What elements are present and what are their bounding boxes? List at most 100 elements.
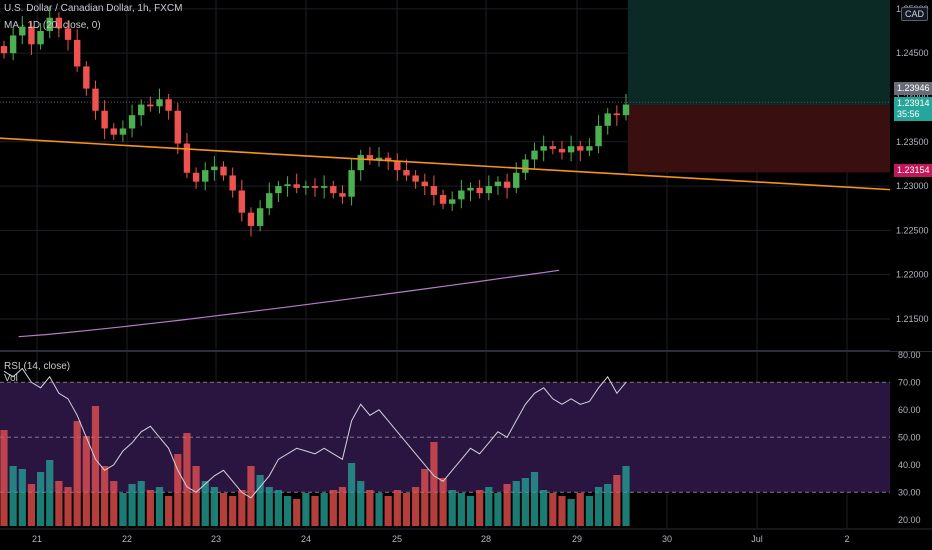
volume-bar bbox=[155, 487, 164, 526]
candle-body bbox=[192, 172, 200, 182]
candle-body bbox=[247, 212, 255, 226]
candle-body bbox=[476, 187, 483, 194]
candle-body bbox=[622, 104, 630, 116]
candle-body bbox=[430, 186, 438, 195]
candle-body bbox=[558, 148, 566, 153]
profit-zone[interactable] bbox=[628, 0, 890, 106]
rsi-pane bbox=[0, 381, 890, 493]
rsi-tick-label: 80.00 bbox=[898, 350, 921, 360]
candle-body bbox=[229, 175, 236, 191]
candle-body bbox=[284, 184, 291, 187]
trendline[interactable] bbox=[0, 137, 891, 191]
time-tick-label: 28 bbox=[481, 534, 491, 544]
candle-body bbox=[0, 46, 8, 54]
volume-bar bbox=[448, 490, 456, 526]
candle-body bbox=[586, 146, 593, 151]
currency-badge[interactable]: CAD bbox=[901, 7, 929, 21]
candle-body bbox=[55, 17, 63, 29]
candle-body bbox=[595, 125, 602, 147]
vol-legend[interactable]: Vol bbox=[4, 373, 18, 384]
volume-bar bbox=[256, 475, 264, 526]
candle-body bbox=[302, 186, 310, 188]
candle-body bbox=[330, 186, 337, 194]
volume-bar bbox=[393, 490, 401, 526]
rsi-tick-label: 70.00 bbox=[898, 377, 921, 387]
volume-bar bbox=[402, 493, 411, 526]
candle-body bbox=[110, 128, 117, 135]
rsi-tick-label: 40.00 bbox=[898, 460, 921, 470]
candle-body bbox=[238, 190, 246, 213]
time-axis[interactable]: 21 22 23 24 25 28 29 30 Jul 2 bbox=[0, 528, 932, 544]
candle-body bbox=[613, 113, 621, 116]
volume-bar bbox=[201, 481, 209, 526]
volume-bar bbox=[558, 496, 566, 526]
volume-bar bbox=[430, 442, 438, 526]
candle-body bbox=[183, 143, 191, 173]
symbol-legend[interactable]: U.S. Dollar / Canadian Dollar, 1h, FXCM bbox=[4, 3, 183, 14]
candlestick-series[interactable] bbox=[0, 7, 630, 237]
volume-bar bbox=[384, 496, 392, 526]
volume-bar bbox=[338, 487, 347, 526]
moving-average-line bbox=[18, 269, 560, 338]
volume-bar bbox=[357, 481, 365, 526]
candle-body bbox=[202, 170, 209, 182]
candle-body bbox=[577, 146, 584, 151]
rsi-tick-label: 20.00 bbox=[898, 515, 921, 525]
candle-body bbox=[503, 181, 511, 188]
candle-body bbox=[256, 208, 264, 226]
loss-zone[interactable] bbox=[628, 105, 890, 173]
candle-body bbox=[513, 172, 520, 188]
candle-body bbox=[211, 166, 218, 171]
volume-bar bbox=[146, 490, 154, 526]
candle-body bbox=[73, 39, 81, 67]
volume-bar bbox=[503, 484, 511, 526]
volume-bar bbox=[622, 466, 630, 526]
rsi-line bbox=[3, 367, 627, 499]
ma-legend[interactable]: MA · 1D (20, close, 0) bbox=[4, 20, 101, 31]
candle-body bbox=[28, 26, 35, 45]
volume-bar bbox=[91, 406, 100, 526]
rsi-tick-label: 50.00 bbox=[898, 432, 921, 442]
candle-body bbox=[403, 170, 410, 176]
candle-body bbox=[138, 104, 145, 116]
volume-bar bbox=[265, 487, 273, 526]
price-tick-label: 1.22500 bbox=[896, 225, 929, 235]
bar-countdown: 35:56 bbox=[897, 109, 920, 119]
volume-bar bbox=[485, 487, 493, 526]
volume-bar bbox=[540, 490, 548, 526]
stop-price-tag: 1.23154 bbox=[894, 164, 932, 177]
price-tick-label: 1.24500 bbox=[896, 48, 929, 58]
volume-bar bbox=[165, 496, 173, 526]
candle-body bbox=[275, 186, 282, 194]
target-price-tag: 1.23946 bbox=[894, 82, 932, 95]
candle-body bbox=[439, 194, 447, 204]
time-tick-label: 2 bbox=[844, 534, 849, 544]
volume-bar bbox=[293, 499, 301, 526]
volume-bar bbox=[412, 487, 420, 526]
volume-bar bbox=[128, 484, 136, 526]
volume-bar bbox=[604, 484, 612, 526]
time-tick-label: 23 bbox=[211, 534, 221, 544]
candle-body bbox=[19, 26, 26, 36]
rsi-tick-label: 30.00 bbox=[898, 487, 921, 497]
time-tick-label: 24 bbox=[301, 534, 311, 544]
volume-bar bbox=[421, 469, 429, 526]
candle-body bbox=[266, 193, 273, 209]
volume-bar bbox=[36, 472, 45, 526]
candle-body bbox=[494, 181, 502, 187]
rsi-legend[interactable]: RSI (14, close) bbox=[4, 361, 71, 372]
rsi-axis[interactable]: 80.00 70.00 60.00 50.00 40.00 30.00 20.00 bbox=[890, 350, 932, 528]
volume-bar bbox=[366, 490, 374, 526]
volume-bar bbox=[55, 481, 63, 526]
candle-body bbox=[449, 199, 456, 204]
volume-bar bbox=[210, 487, 218, 526]
volume-bar bbox=[64, 487, 72, 526]
rsi-tick-label: 60.00 bbox=[898, 405, 921, 415]
volume-bar bbox=[137, 481, 145, 526]
candle-body bbox=[375, 157, 383, 160]
volume-bar bbox=[320, 493, 328, 526]
candle-body bbox=[522, 159, 529, 173]
volume-bar bbox=[9, 466, 17, 526]
volume-bar bbox=[302, 493, 310, 526]
